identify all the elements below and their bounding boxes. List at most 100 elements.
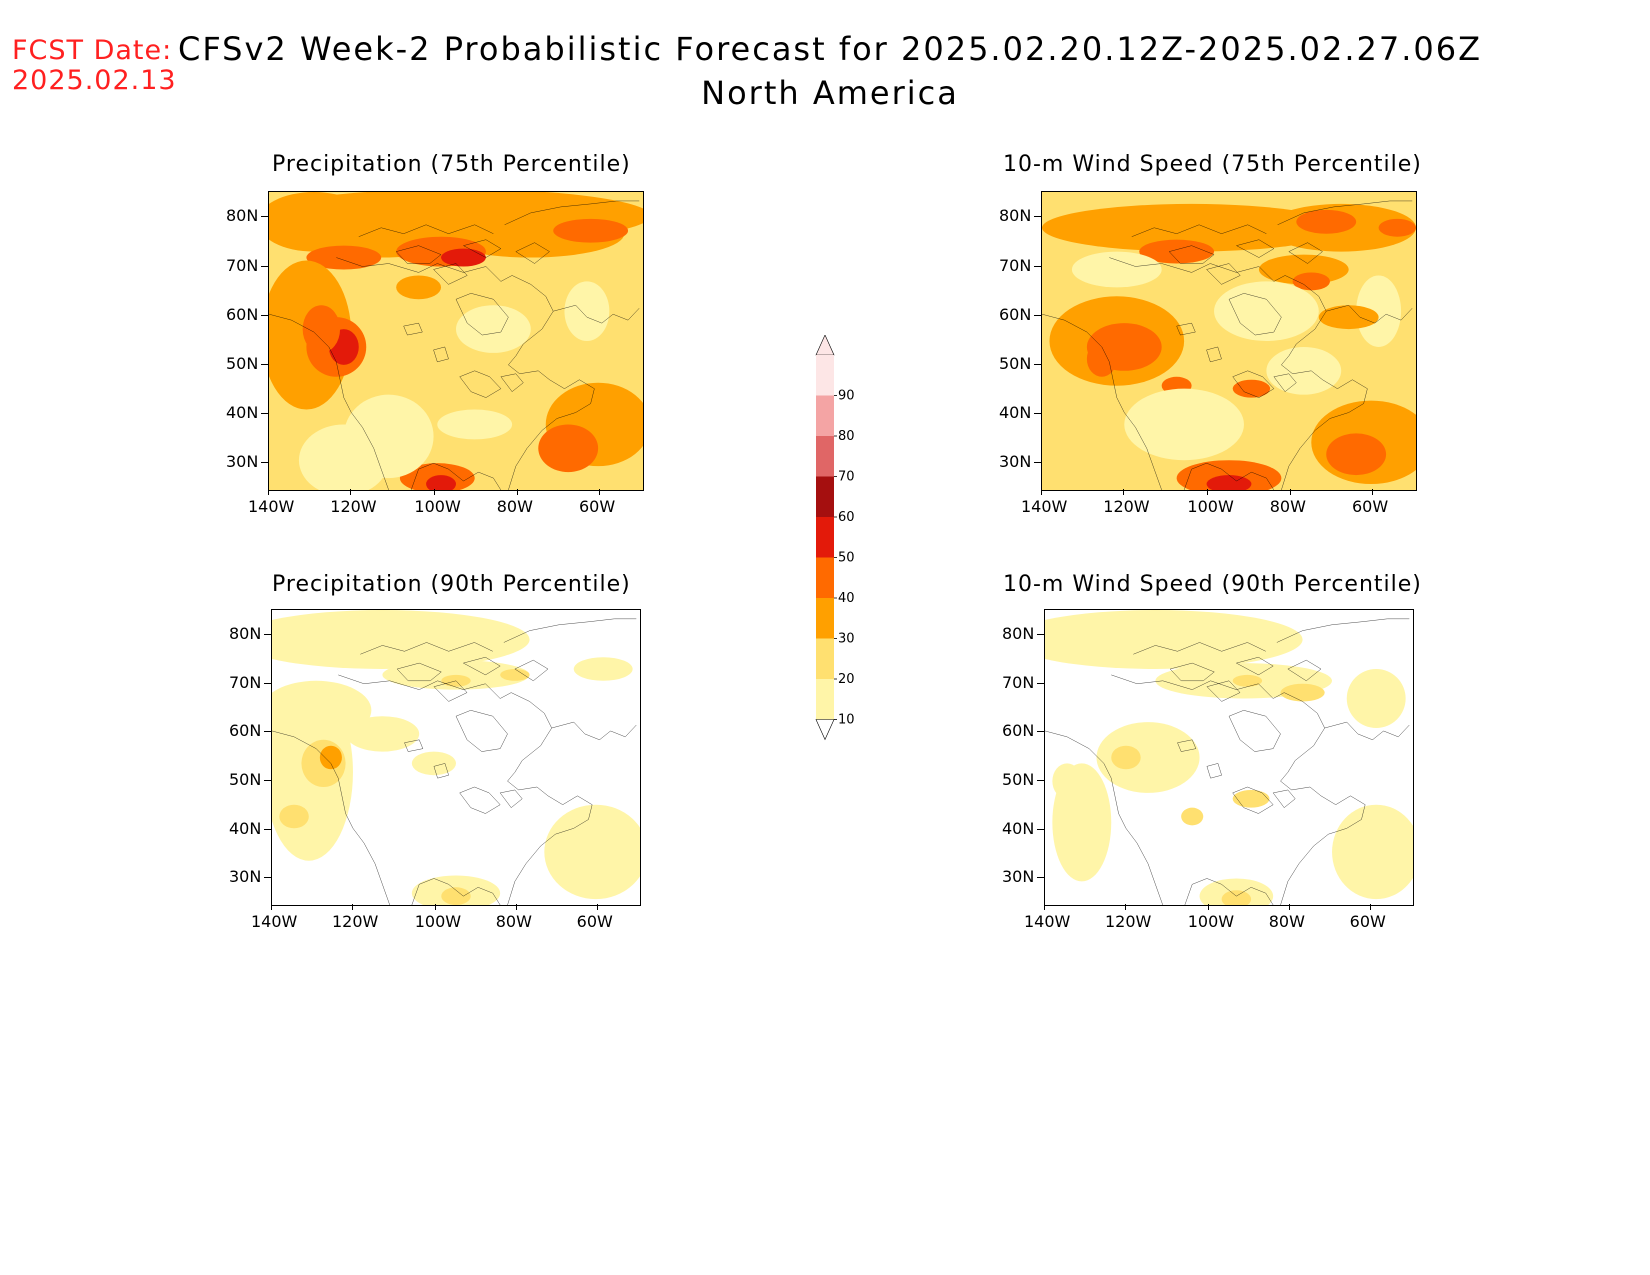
shading-region xyxy=(1266,346,1342,395)
lon-tick-label: 140W xyxy=(251,912,298,931)
shading-region xyxy=(411,751,456,776)
coastline xyxy=(1274,374,1296,392)
lat-tick-label: 30N xyxy=(226,452,259,472)
shading-region xyxy=(437,409,513,440)
lon-tick-mark xyxy=(271,904,272,910)
coastline xyxy=(1325,722,1410,740)
map-wind-90 xyxy=(1044,609,1414,906)
coastline xyxy=(1111,675,1365,905)
coastline xyxy=(434,264,468,285)
shading-region xyxy=(1111,745,1141,770)
shading-region xyxy=(1071,251,1162,288)
lat-tick-mark xyxy=(1034,265,1041,267)
page-subtitle: North America xyxy=(701,74,959,112)
lat-tick-mark xyxy=(261,314,268,316)
lat-tick-mark xyxy=(264,780,271,782)
coastline xyxy=(412,878,500,905)
coastline xyxy=(1278,201,1413,225)
panel-title-wind-90: 10-m Wind Speed (90th Percentile) xyxy=(1003,572,1422,597)
map-canvas xyxy=(1045,610,1413,905)
coastline xyxy=(1042,314,1162,490)
fcst-date-caption: FCST Date: xyxy=(12,35,173,66)
colorbar-segment xyxy=(816,638,834,679)
shading-region xyxy=(1086,341,1117,377)
shading-region xyxy=(1221,890,1252,905)
lon-tick-mark xyxy=(434,489,436,495)
lat-tick-label: 50N xyxy=(1002,770,1035,790)
shading-region xyxy=(272,610,530,669)
map-canvas xyxy=(1042,192,1416,490)
shading-region xyxy=(1232,674,1263,687)
coastline xyxy=(552,722,637,740)
coastline xyxy=(456,710,508,751)
coastline xyxy=(463,240,500,258)
shading-region xyxy=(1214,281,1319,341)
lat-tick-label: 30N xyxy=(1002,867,1035,887)
coastline xyxy=(504,619,636,643)
lat-tick-mark xyxy=(261,216,268,218)
coastline xyxy=(336,258,594,490)
lat-tick-label: 70N xyxy=(226,255,259,275)
shading-region xyxy=(1124,388,1244,461)
shading-region xyxy=(426,475,456,490)
lat-tick-mark xyxy=(261,265,268,267)
coastline xyxy=(505,201,640,225)
shading-region xyxy=(298,424,389,490)
coastline xyxy=(1273,790,1295,808)
coastline xyxy=(1169,246,1214,264)
lat-tick-label: 70N xyxy=(229,672,262,692)
lon-tick-mark xyxy=(1207,489,1209,495)
shading-region xyxy=(544,804,640,900)
coastline xyxy=(396,246,441,264)
map-precip-90 xyxy=(271,609,641,906)
lon-tick-mark xyxy=(515,904,517,910)
coastline xyxy=(434,681,467,702)
lon-tick-mark xyxy=(1044,904,1045,910)
shading-region xyxy=(1280,683,1325,702)
lon-tick-label: 120W xyxy=(330,497,377,516)
shading-region xyxy=(279,804,309,829)
lon-tick-label: 120W xyxy=(331,912,379,931)
lat-tick-label: 40N xyxy=(999,403,1032,422)
shading-region xyxy=(441,887,471,905)
shading-region xyxy=(306,245,382,270)
lon-tick-mark xyxy=(1288,904,1290,910)
lat-tick-label: 70N xyxy=(1002,672,1035,692)
shading-region xyxy=(1181,807,1204,826)
lon-tick-mark xyxy=(598,489,600,495)
coastline xyxy=(272,731,390,905)
lat-tick-mark xyxy=(1034,216,1041,218)
shading-region xyxy=(1139,239,1215,264)
colorbar-label: 50 xyxy=(838,551,855,566)
lat-tick-label: 60N xyxy=(1002,721,1035,741)
lon-tick-mark xyxy=(1289,489,1291,495)
lat-tick-mark xyxy=(1034,413,1041,414)
shading-region xyxy=(538,424,599,473)
colorbar-label: 10 xyxy=(838,713,855,728)
colorbar-label: 40 xyxy=(838,591,855,606)
coastline xyxy=(269,314,389,490)
colorbar-segment xyxy=(816,436,834,477)
panel-title-precip-75: Precipitation (75th Percentile) xyxy=(272,152,631,177)
page-title: CFSv2 Week-2 Probabilistic Forecast for … xyxy=(177,30,1483,68)
colorbar-top-arrow xyxy=(815,334,835,356)
coastline xyxy=(1184,463,1274,490)
colorbar-label: 30 xyxy=(838,632,855,647)
colorbar-label: 90 xyxy=(838,389,855,404)
lon-tick-label: 80W xyxy=(496,497,533,516)
shading-region xyxy=(573,657,633,681)
coastline xyxy=(515,660,548,681)
shading-region xyxy=(456,305,531,353)
lat-tick-label: 30N xyxy=(229,867,262,887)
lon-tick-label: 100W xyxy=(414,497,461,516)
shading-region xyxy=(1296,209,1357,234)
coastline xyxy=(397,663,441,681)
lon-tick-label: 140W xyxy=(248,497,295,516)
shading-region xyxy=(1292,272,1330,291)
coastline xyxy=(1109,258,1367,490)
lon-tick-mark xyxy=(516,489,518,495)
map-precip-75 xyxy=(268,191,644,491)
colorbar-bottom-arrow xyxy=(815,719,835,741)
lat-tick-mark xyxy=(1037,731,1044,733)
shading-region xyxy=(1045,610,1303,669)
